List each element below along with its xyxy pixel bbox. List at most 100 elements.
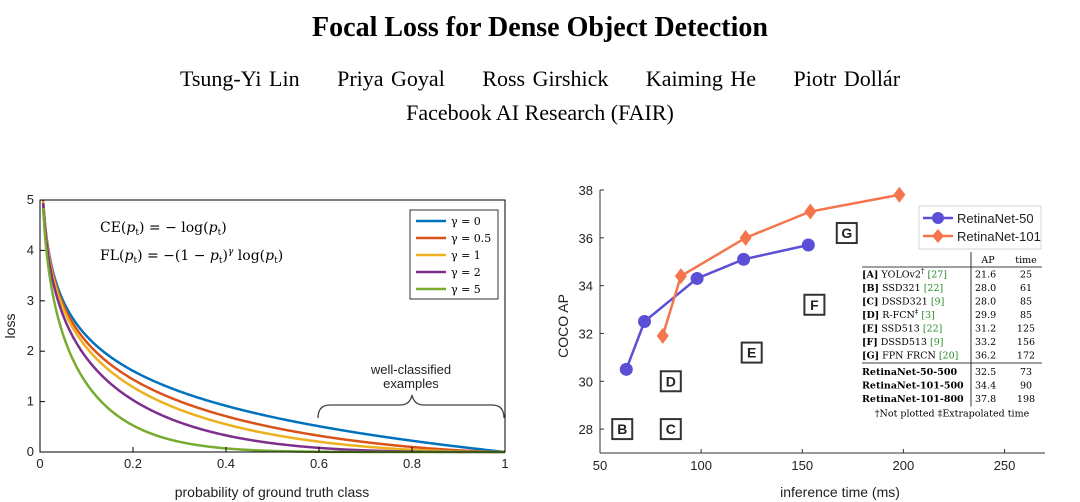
data-point <box>739 229 752 246</box>
y-tick-label: 0 <box>27 444 34 459</box>
chart-legend: γ = 0 γ = 0.5 γ = 1 γ = 2 γ = 5 <box>409 209 499 300</box>
table-row-method: [A] YOLOv2† [27] <box>862 268 947 281</box>
y-tick-label: 36 <box>579 231 593 246</box>
y-tick-label: 38 <box>579 183 593 198</box>
x-tick-label: 150 <box>791 458 813 473</box>
data-point <box>893 186 906 203</box>
author-name: Priya Goyal <box>337 66 445 91</box>
table-row-method: RetinaNet-101-800 <box>862 394 964 405</box>
loss-curve <box>41 200 506 454</box>
focal-loss-chart: 0 0.2 0.4 0.6 0.8 1 0 1 2 3 4 5 probability of grou… <box>2 192 509 500</box>
table-cell-time: 198 <box>1017 394 1035 405</box>
table-row-method: [E] SSD513 [22] <box>862 324 942 335</box>
y-axis-label: COCO AP <box>555 294 571 358</box>
data-point <box>801 238 815 252</box>
annotation-line: well-classified <box>370 362 451 377</box>
labeled-point-box: G <box>835 222 858 245</box>
y-tick-label: 34 <box>579 279 593 294</box>
legend-label: γ = 0.5 <box>451 232 491 245</box>
table-cell-time: 25 <box>1020 270 1032 281</box>
affiliation: Facebook AI Research (FAIR) <box>406 100 674 125</box>
table-row-method: [D] R-FCN‡ [3] <box>862 308 935 321</box>
x-axis-label: inference time (ms) <box>780 484 900 500</box>
table-cell-ap: 28.0 <box>975 297 996 308</box>
y-tick-label: 30 <box>579 374 593 389</box>
table-cell-ap: 34.4 <box>975 381 996 392</box>
table-cell-ap: 28.0 <box>975 283 996 294</box>
data-point <box>737 252 751 266</box>
x-tick-label: 0.2 <box>124 456 142 471</box>
y-tick-label: 5 <box>27 192 34 207</box>
point-label: C <box>666 421 676 437</box>
point-label: E <box>747 345 756 361</box>
ce-equation: CE(pt) = − log(pt) <box>100 220 227 238</box>
table-cell-ap: 32.5 <box>975 367 996 378</box>
table-row-method: [F] DSSD513 [9] <box>862 337 943 348</box>
table-cell-time: 85 <box>1020 310 1032 321</box>
author-name: Ross Girshick <box>482 66 609 91</box>
chart-legend: RetinaNet-50 RetinaNet-101 <box>918 205 1042 250</box>
x-tick-label: 0.8 <box>403 456 421 471</box>
results-table: AP time [A] YOLOv2† [27] 21.6 25 [B] SSD321 [… <box>862 252 1042 420</box>
author-list: Tsung-Yi Lin Priya Goyal Ross Girshick K… <box>0 66 1080 92</box>
x-tick-label: 0.4 <box>217 456 235 471</box>
x-tick-label: 200 <box>893 458 915 473</box>
labeled-point-box: F <box>803 293 826 316</box>
table-cell-time: 73 <box>1020 367 1032 378</box>
data-point <box>690 271 704 285</box>
x-axis-label: probability of ground truth class <box>175 484 370 500</box>
table-header: time <box>1015 255 1037 266</box>
x-tick-label: 100 <box>690 458 712 473</box>
table-cell-ap: 37.8 <box>975 394 996 405</box>
brace-icon <box>317 394 505 419</box>
speed-accuracy-chart: 50 100 150 200 250 28 30 32 34 36 38 B C D E F G infere… <box>555 183 1045 500</box>
table-cell-time: 156 <box>1017 337 1035 348</box>
labeled-point-box: E <box>740 341 763 364</box>
data-point <box>619 362 633 376</box>
table-cell-ap: 36.2 <box>975 351 996 362</box>
table-cell-ap: 33.2 <box>975 337 996 348</box>
table-cell-ap: 31.2 <box>975 324 996 335</box>
x-tick-label: 50 <box>593 458 607 473</box>
labeled-point-box: C <box>659 418 682 441</box>
x-tick-label: 0.6 <box>310 456 328 471</box>
data-point <box>638 315 651 328</box>
paper-title: Focal Loss for Dense Object Detection <box>312 12 768 43</box>
legend-label: γ = 2 <box>451 266 481 279</box>
table-cell-time: 172 <box>1017 351 1035 362</box>
loss-curve <box>41 201 505 454</box>
point-label: B <box>617 421 627 437</box>
table-header: AP <box>980 255 995 266</box>
legend-marker <box>932 212 944 224</box>
point-label: D <box>666 373 676 389</box>
legend-label: RetinaNet-101 <box>957 229 1041 244</box>
loss-curve <box>41 199 506 454</box>
table-row-method: [B] SSD321 [22] <box>862 283 943 294</box>
y-tick-label: 1 <box>27 394 34 409</box>
table-row-method: RetinaNet-50-500 <box>862 367 957 378</box>
table-cell-ap: 21.6 <box>975 270 996 281</box>
data-point <box>674 268 687 285</box>
table-cell-ap: 29.9 <box>975 310 996 321</box>
point-label: F <box>810 297 819 313</box>
table-row-method: RetinaNet-101-500 <box>862 381 964 392</box>
x-tick-label: 0 <box>36 456 43 471</box>
annotation-line: examples <box>383 376 439 391</box>
table-cell-time: 90 <box>1020 381 1032 392</box>
fl-equation: FL(pt) = −(1 − pt)γ log(pt) <box>100 247 283 266</box>
legend-label: RetinaNet-50 <box>957 211 1034 226</box>
legend-label: γ = 1 <box>451 249 481 262</box>
x-tick-label: 1 <box>501 456 508 471</box>
x-tick-label: 250 <box>994 458 1016 473</box>
data-point <box>804 203 817 220</box>
table-row-method: [G] FPN FRCN [20] <box>862 351 958 362</box>
data-point <box>656 327 669 344</box>
labeled-point-box: B <box>611 418 634 441</box>
point-label: G <box>841 225 852 241</box>
table-cell-time: 85 <box>1020 297 1032 308</box>
series-line <box>625 243 809 370</box>
table-cell-time: 125 <box>1017 324 1035 335</box>
table-cell-time: 61 <box>1020 283 1032 294</box>
author-name: Tsung-Yi Lin <box>179 66 300 91</box>
labeled-point-box: D <box>659 370 682 393</box>
